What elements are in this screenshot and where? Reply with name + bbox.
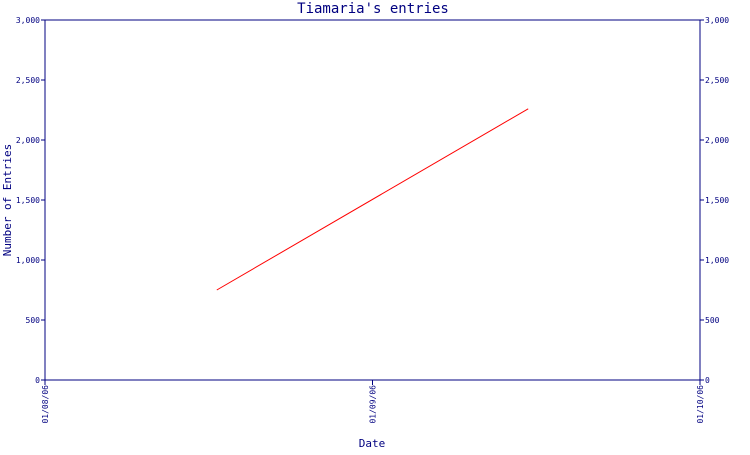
y-tick-label-left: 500 [26,316,41,325]
y-tick-label-left: 1,500 [16,196,40,205]
y-tick-label-right: 0 [705,376,710,385]
y-tick-label-right: 2,500 [705,76,729,85]
series-line [216,108,529,291]
y-tick-label-left: 2,000 [16,136,40,145]
x-axis: 01/08/06 01/09/06 01/10/06 [41,380,705,424]
y-axis-right: 0 500 1,000 1,500 2,000 2,500 3,000 [700,16,729,385]
y-tick-label-right: 3,000 [705,16,729,25]
y-tick-label-left: 2,500 [16,76,40,85]
x-tick-label: 01/10/06 [696,385,705,424]
chart-title: Tiamaria's entries [297,1,449,17]
y-axis-label: Number of Entries [1,144,14,257]
y-tick-label-right: 500 [705,316,720,325]
plot-area [44,19,701,381]
y-tick-label-left: 0 [35,376,40,385]
x-axis-label: Date [359,437,386,450]
x-tick-label: 01/08/06 [41,385,50,424]
x-tick-label: 01/09/06 [369,385,378,424]
y-tick-label-right: 1,000 [705,256,729,265]
y-tick-label-left: 1,000 [16,256,40,265]
y-tick-label-right: 2,000 [705,136,729,145]
y-axis-left: 0 500 1,000 1,500 2,000 2,500 3,000 [16,16,45,385]
series-layer [216,108,529,291]
y-tick-label-right: 1,500 [705,196,729,205]
y-tick-label-left: 3,000 [16,16,40,25]
